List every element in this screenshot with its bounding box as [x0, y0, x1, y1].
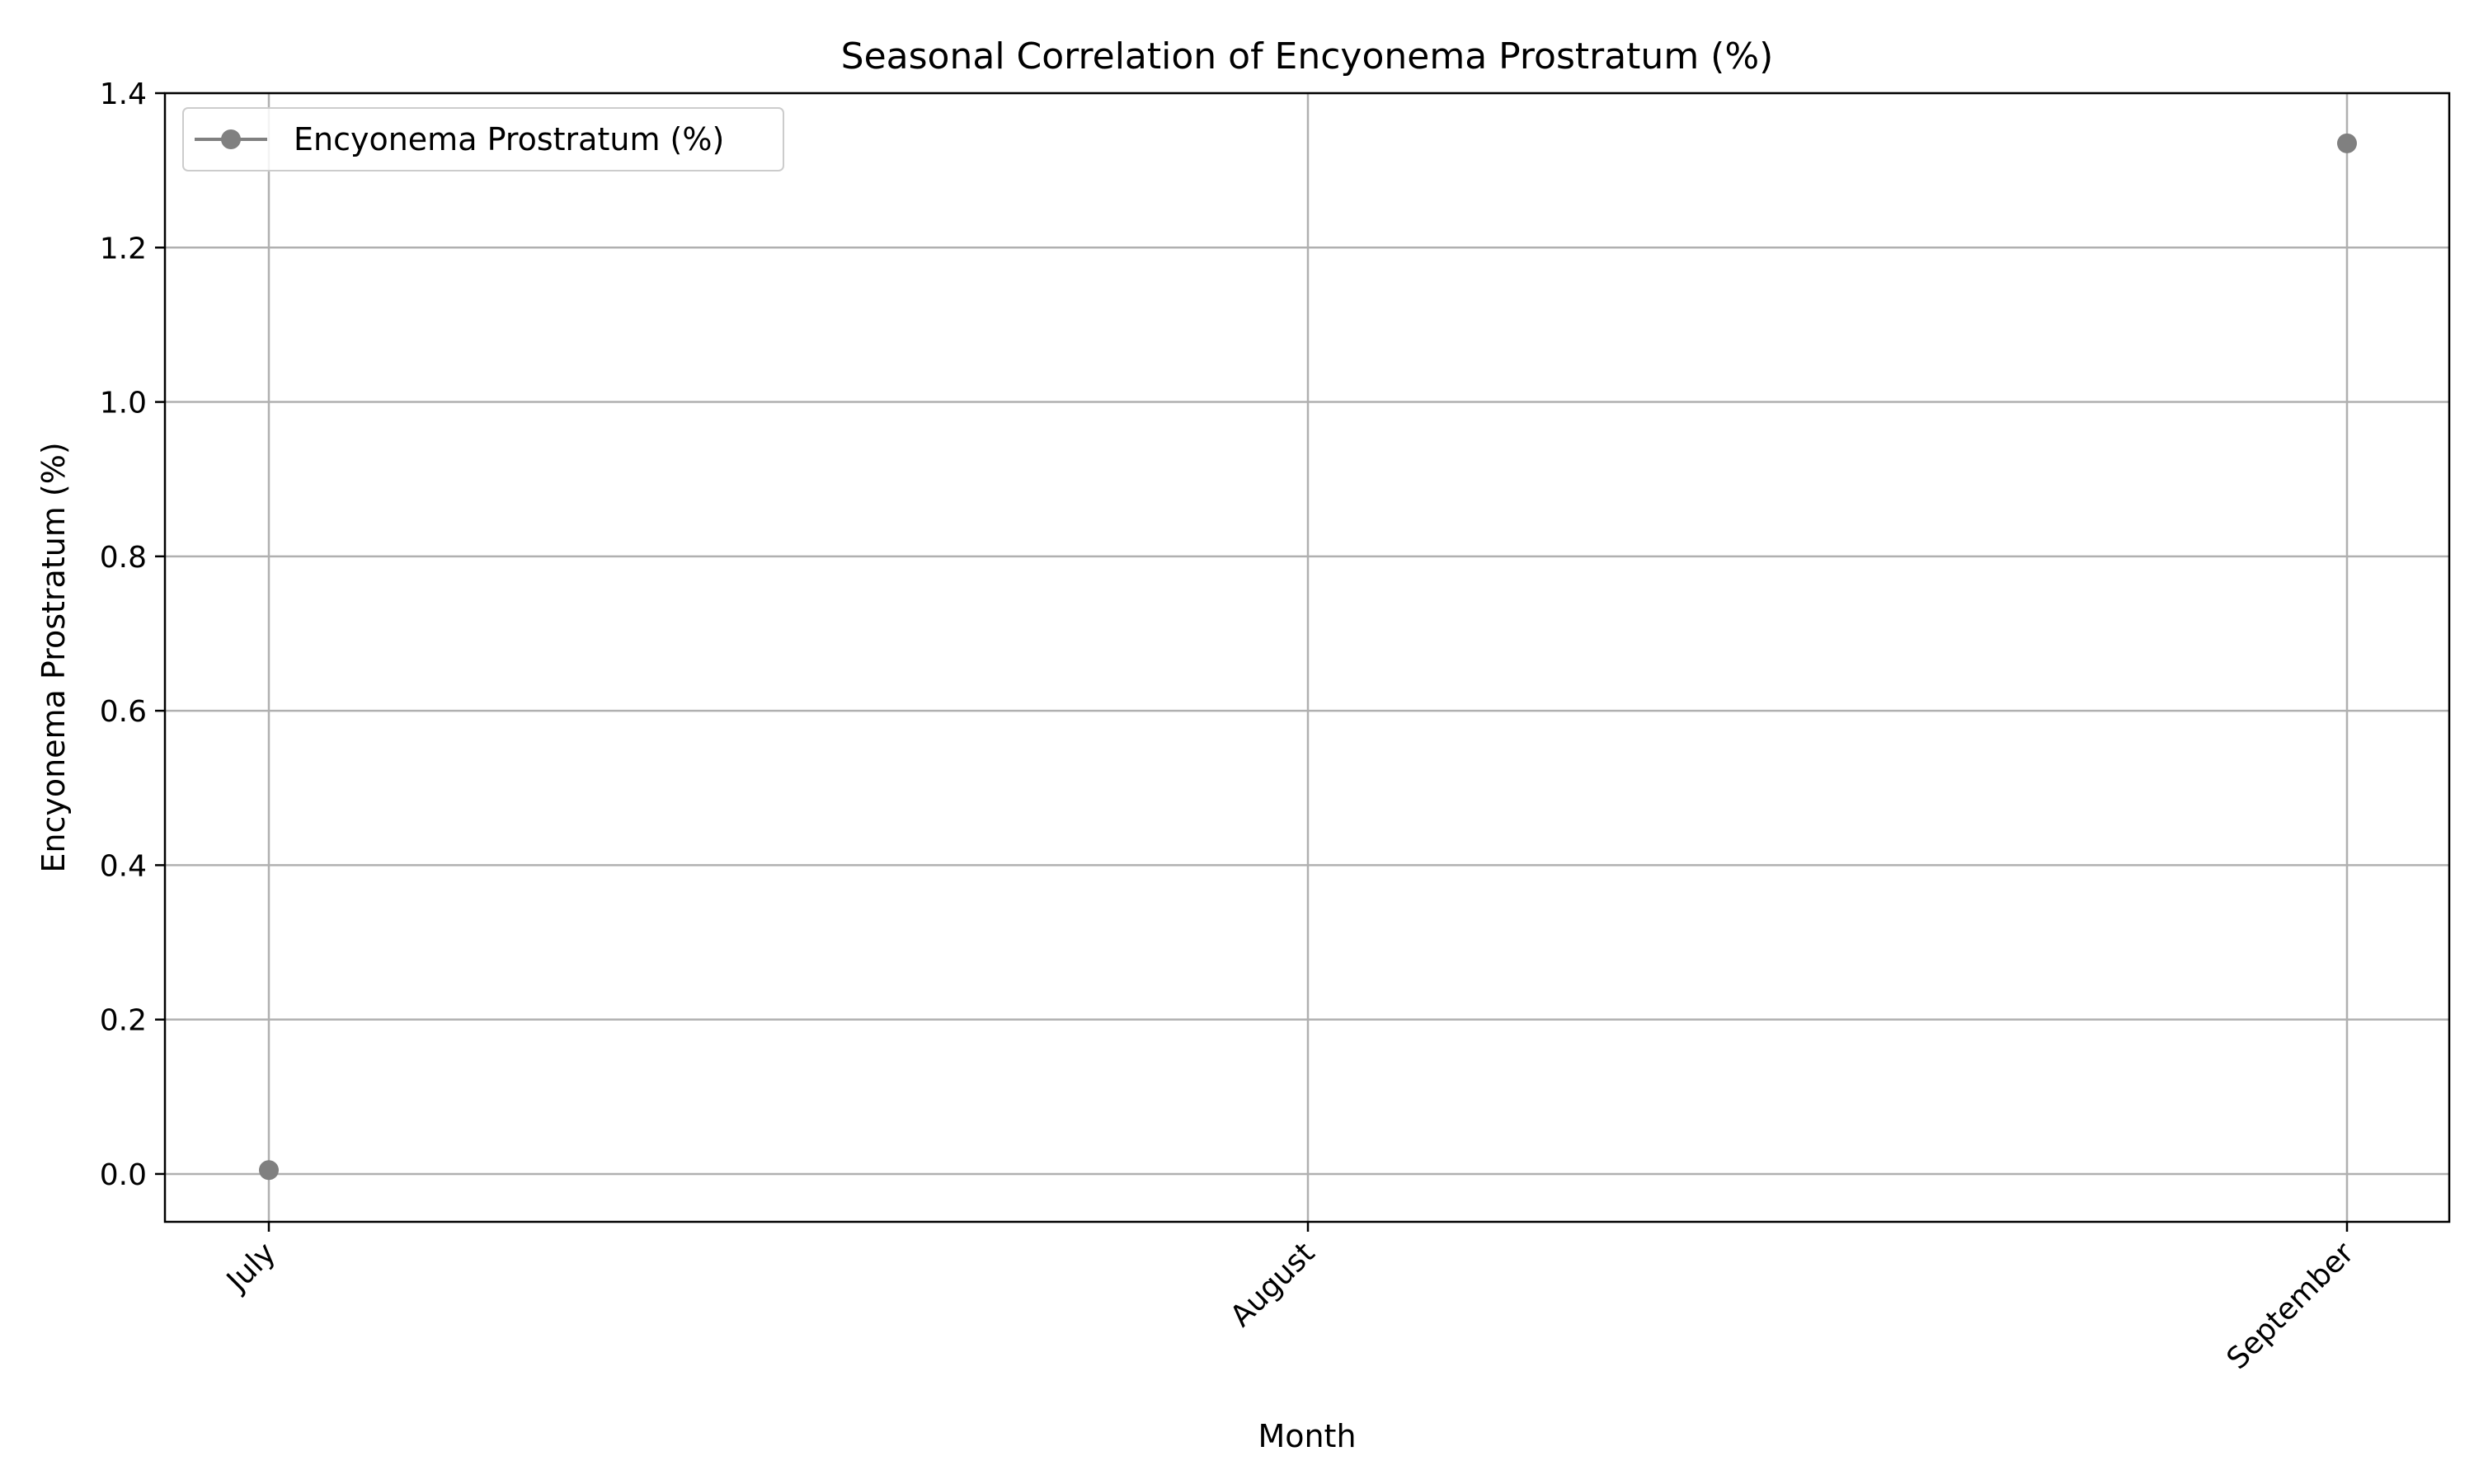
legend: Encyonema Prostratum (%)	[182, 107, 784, 171]
series-layer	[259, 133, 2357, 1181]
y-tick-label: 0.6	[100, 695, 147, 729]
x-axis-label: Month	[1258, 1418, 1356, 1454]
legend-box	[182, 107, 784, 171]
y-tick-label: 1.2	[100, 232, 147, 265]
y-tick-label: 0.8	[100, 541, 147, 575]
y-tick-label: 1.0	[100, 387, 147, 420]
y-tick-label: 0.2	[100, 1004, 147, 1038]
data-point	[2337, 133, 2357, 153]
legend-marker-swatch	[221, 129, 241, 149]
y-tick-label: 0.0	[100, 1158, 147, 1192]
legend-label: Encyonema Prostratum (%)	[294, 121, 724, 157]
data-point	[259, 1160, 279, 1181]
grid-layer	[165, 92, 2449, 1222]
y-tick-label: 0.4	[100, 849, 147, 883]
y-axis-label: Encyonema Prostratum (%)	[35, 442, 72, 872]
y-tick-label: 1.4	[100, 77, 147, 111]
chart-title: Seasonal Correlation of Encyonema Prostr…	[841, 35, 1774, 77]
